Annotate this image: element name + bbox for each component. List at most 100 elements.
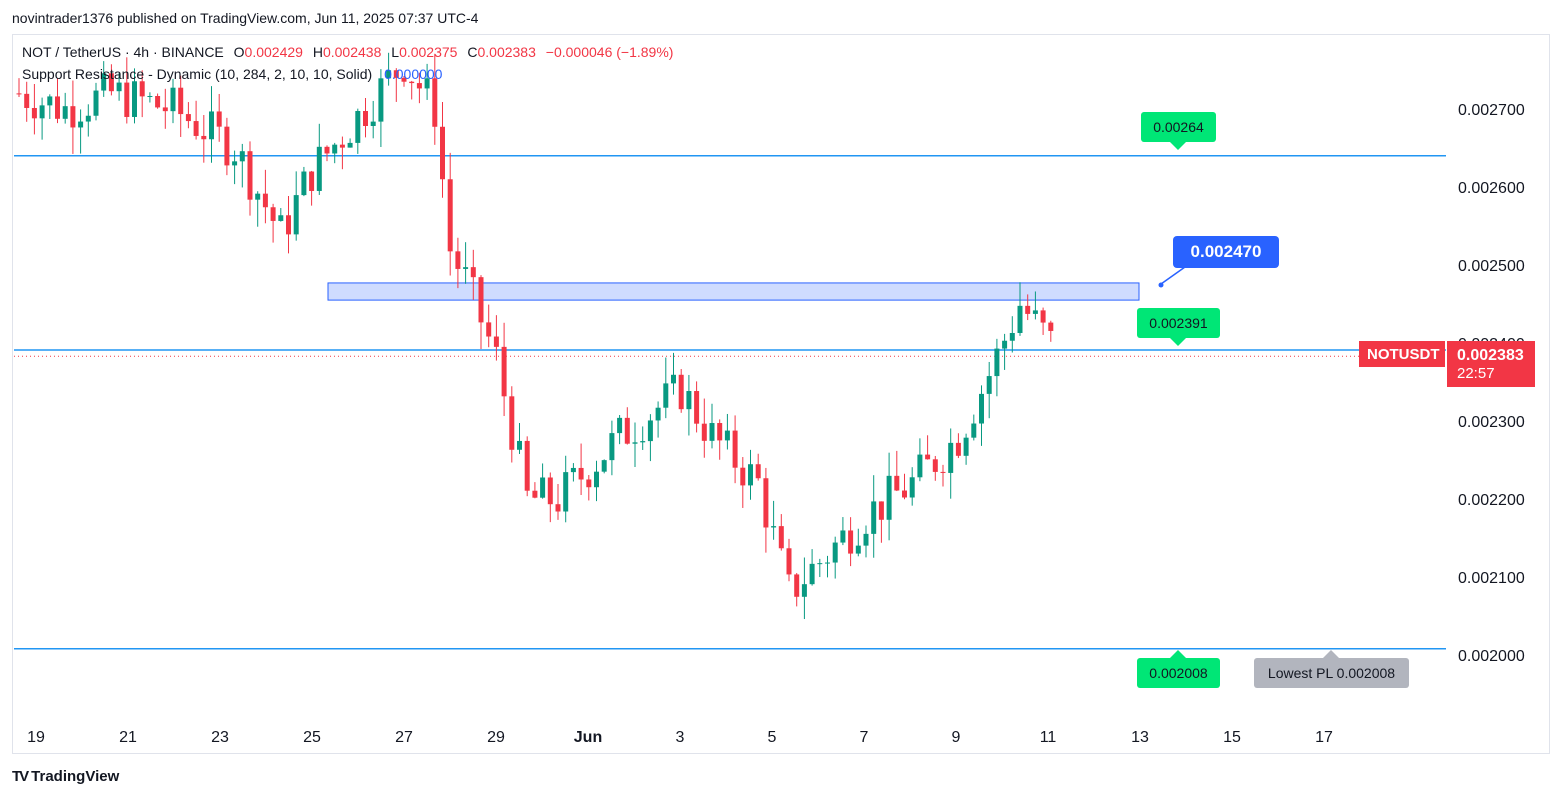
candle-body[interactable] (139, 81, 145, 97)
candle-body[interactable] (463, 267, 469, 269)
symbol-label[interactable]: NOT / TetherUS · 4h · BINANCE (22, 44, 224, 60)
candle-body[interactable] (147, 95, 153, 97)
candle-body[interactable] (647, 420, 653, 442)
candle-body[interactable] (108, 73, 114, 92)
candle-body[interactable] (124, 82, 130, 117)
candle-body[interactable] (324, 146, 330, 154)
candle-body[interactable] (771, 526, 777, 528)
candle-body[interactable] (840, 530, 846, 543)
lowest-pl-label[interactable]: Lowest PL 0.002008 (1254, 658, 1409, 688)
candle-body[interactable] (432, 78, 438, 127)
candle-body[interactable] (578, 467, 584, 480)
candle-body[interactable] (778, 526, 784, 549)
candle-body[interactable] (817, 563, 823, 565)
candle-body[interactable] (570, 467, 576, 473)
candle-body[interactable] (216, 111, 222, 127)
candle-body[interactable] (1040, 310, 1046, 323)
candle-body[interactable] (940, 471, 946, 473)
candle-body[interactable] (293, 195, 299, 235)
candle-body[interactable] (393, 70, 399, 78)
candle-body[interactable] (309, 171, 315, 191)
candle-body[interactable] (694, 391, 700, 424)
candle-body[interactable] (501, 346, 507, 397)
candle-body[interactable] (755, 464, 761, 479)
candle-body[interactable] (909, 477, 915, 498)
candle-body[interactable] (286, 215, 291, 235)
candle-body[interactable] (185, 114, 191, 122)
candle-body[interactable] (655, 407, 661, 421)
candle-body[interactable] (917, 454, 923, 478)
zone-callout-label[interactable]: 0.002470 (1173, 236, 1279, 268)
candle-body[interactable] (316, 146, 322, 191)
candle-body[interactable] (31, 107, 37, 119)
candle-body[interactable] (886, 475, 892, 520)
candle-body[interactable] (1025, 305, 1031, 314)
candle-body[interactable] (925, 454, 931, 460)
indicator-label[interactable]: Support Resistance - Dynamic (10, 284, 2… (22, 66, 373, 82)
candle-body[interactable] (594, 471, 599, 488)
current-price-tag[interactable]: 0.002383 22:57 (1447, 341, 1535, 387)
candle-body[interactable] (955, 442, 961, 456)
candle-body[interactable] (209, 111, 214, 140)
candle-body[interactable] (424, 78, 430, 89)
candle-body[interactable] (517, 440, 522, 450)
candle-body[interactable] (963, 437, 969, 456)
candle-body[interactable] (740, 467, 746, 486)
candle-body[interactable] (378, 78, 384, 122)
candle-body[interactable] (239, 151, 245, 162)
candle-body[interactable] (55, 96, 60, 119)
candle-body[interactable] (78, 121, 84, 128)
candle-body[interactable] (493, 336, 499, 347)
resistance-mid-label[interactable]: 0.002391 (1137, 308, 1220, 338)
candle-body[interactable] (748, 464, 753, 486)
candle-body[interactable] (617, 417, 623, 434)
candle-body[interactable] (39, 105, 45, 119)
candle-body[interactable] (478, 277, 484, 323)
candle-body[interactable] (794, 574, 800, 597)
candle-body[interactable] (894, 475, 900, 491)
candle-body[interactable] (193, 121, 199, 136)
candle-body[interactable] (994, 348, 1000, 377)
symbol-price-tag[interactable]: NOTUSDT (1359, 341, 1445, 367)
candle-body[interactable] (563, 472, 569, 512)
candle-body[interactable] (709, 423, 715, 441)
candle-body[interactable] (979, 393, 984, 424)
candle-body[interactable] (386, 70, 392, 79)
candle-body[interactable] (855, 545, 861, 554)
candle-body[interactable] (332, 144, 338, 154)
candle-body[interactable] (270, 207, 276, 221)
candle-body[interactable] (1002, 340, 1008, 349)
candle-body[interactable] (871, 501, 877, 534)
candle-body[interactable] (101, 73, 107, 91)
candle-body[interactable] (686, 391, 692, 410)
candle-body[interactable] (717, 423, 723, 441)
tradingview-footer[interactable]: TV TradingView (12, 768, 119, 785)
candle-body[interactable] (262, 193, 268, 208)
candle-body[interactable] (948, 442, 954, 473)
candle-body[interactable] (370, 121, 376, 126)
candle-body[interactable] (632, 442, 638, 444)
candle-body[interactable] (624, 417, 630, 444)
candle-body[interactable] (93, 90, 99, 116)
candle-body[interactable] (70, 106, 76, 128)
candle-body[interactable] (540, 477, 546, 498)
candle-body[interactable] (1032, 310, 1038, 314)
resistance-top-label[interactable]: 0.00264 (1141, 112, 1216, 142)
candle-body[interactable] (116, 82, 122, 92)
candle-body[interactable] (532, 490, 538, 498)
candle-body[interactable] (825, 562, 830, 564)
candle-body[interactable] (732, 430, 738, 468)
candle-body[interactable] (255, 193, 261, 200)
candle-body[interactable] (440, 126, 445, 180)
candle-body[interactable] (155, 95, 161, 108)
candle-body[interactable] (232, 161, 238, 166)
candle-body[interactable] (547, 477, 553, 505)
candle-body[interactable] (1009, 332, 1015, 341)
resistance-zone[interactable] (327, 282, 1140, 301)
candle-body[interactable] (809, 563, 815, 585)
candle-body[interactable] (339, 144, 345, 148)
candle-body[interactable] (971, 423, 977, 438)
candle-body[interactable] (878, 501, 884, 520)
candle-body[interactable] (301, 171, 307, 196)
candle-body[interactable] (701, 423, 707, 441)
